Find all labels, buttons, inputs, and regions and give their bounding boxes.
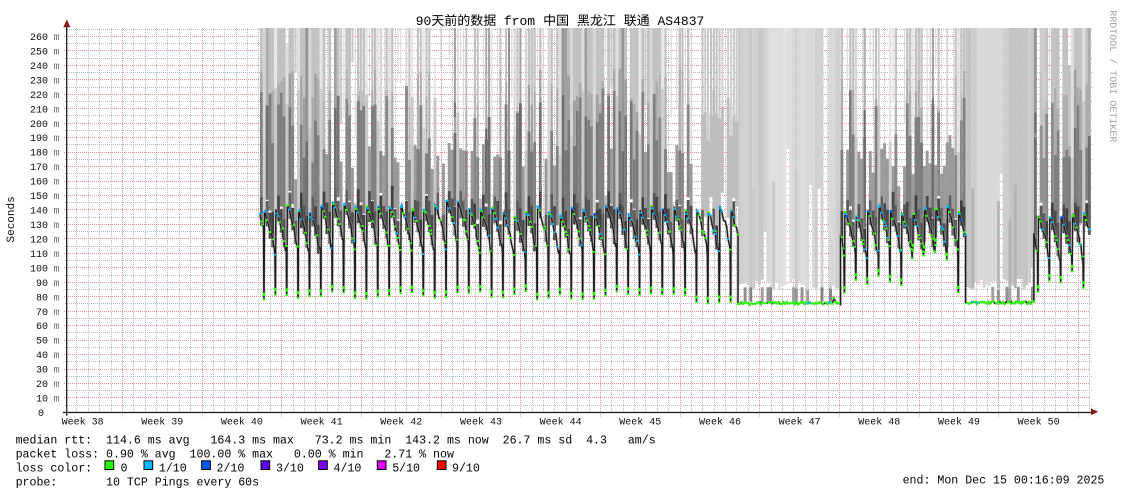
svg-text:m: m	[54, 33, 60, 44]
svg-text:60: 60	[36, 322, 48, 333]
svg-text:120: 120	[30, 236, 48, 247]
svg-text:m: m	[54, 178, 60, 189]
svg-text:9/10: 9/10	[452, 462, 480, 475]
svg-text:m: m	[54, 322, 60, 333]
svg-text:140: 140	[30, 207, 48, 218]
svg-text:130: 130	[30, 221, 48, 232]
svg-text:loss color:: loss color:	[16, 462, 93, 475]
svg-text:m: m	[54, 221, 60, 232]
svg-text:110: 110	[30, 250, 48, 261]
svg-text:0: 0	[121, 462, 128, 475]
svg-text:Week 44: Week 44	[540, 417, 582, 429]
svg-text:m: m	[54, 380, 60, 391]
svg-text:Week 43: Week 43	[460, 417, 502, 429]
svg-text:1/10: 1/10	[159, 462, 187, 475]
svg-text:m: m	[54, 134, 60, 145]
svg-text:end: Mon Dec 15 00:16:09 2025: end: Mon Dec 15 00:16:09 2025	[903, 474, 1105, 487]
svg-text:100: 100	[30, 264, 48, 275]
svg-text:260: 260	[30, 33, 48, 44]
svg-text:180: 180	[30, 149, 48, 160]
svg-text:m: m	[54, 192, 60, 203]
svg-text:240: 240	[30, 62, 48, 73]
svg-text:4/10: 4/10	[334, 462, 362, 475]
svg-text:AS4837: AS4837	[658, 14, 705, 29]
svg-text:m: m	[54, 163, 60, 174]
svg-text:Week 48: Week 48	[858, 417, 900, 429]
svg-text:m: m	[54, 120, 60, 131]
svg-text:m: m	[54, 62, 60, 73]
svg-text:Week 50: Week 50	[1018, 417, 1060, 429]
svg-text:m: m	[54, 76, 60, 87]
svg-text:40: 40	[36, 351, 48, 362]
svg-text:Week 40: Week 40	[221, 417, 263, 429]
svg-text:5/10: 5/10	[392, 462, 420, 475]
svg-text:190: 190	[30, 134, 48, 145]
svg-text:250: 250	[30, 48, 48, 59]
svg-text:m: m	[54, 207, 60, 218]
svg-text:m: m	[54, 105, 60, 116]
svg-text:230: 230	[30, 76, 48, 87]
svg-text:m: m	[54, 293, 60, 304]
svg-text:80: 80	[36, 293, 48, 304]
svg-text:Week 39: Week 39	[141, 417, 183, 429]
svg-text:m: m	[54, 149, 60, 160]
svg-text:160: 160	[30, 178, 48, 189]
svg-text:20: 20	[36, 380, 48, 391]
svg-text:3/10: 3/10	[276, 462, 304, 475]
svg-text:median rtt: 114.6 ms avg 16: median rtt: 114.6 ms avg 164.3 ms max 73…	[16, 434, 656, 447]
svg-text:170: 170	[30, 163, 48, 174]
svg-text:Seconds: Seconds	[6, 196, 18, 242]
svg-text:RRDTOOL / TOBI OETIKER: RRDTOOL / TOBI OETIKER	[1106, 10, 1118, 142]
svg-text:m: m	[54, 351, 60, 362]
svg-text:Week 38: Week 38	[62, 417, 104, 429]
svg-text:90: 90	[416, 14, 432, 29]
svg-text:probe: 10 TCP Pings ever: probe: 10 TCP Pings every 60s	[16, 476, 260, 489]
svg-text:Week 41: Week 41	[301, 417, 343, 429]
svg-text:150: 150	[30, 192, 48, 203]
svg-text:70: 70	[36, 308, 48, 319]
svg-text:0: 0	[38, 409, 44, 420]
svg-text:m: m	[54, 236, 60, 247]
svg-text:m: m	[54, 48, 60, 59]
svg-text:200: 200	[30, 120, 48, 131]
svg-text:30: 30	[36, 366, 48, 377]
svg-text:m: m	[54, 264, 60, 275]
svg-text:220: 220	[30, 91, 48, 102]
svg-text:50: 50	[36, 337, 48, 348]
svg-text:m: m	[54, 279, 60, 290]
svg-text:Week 49: Week 49	[938, 417, 980, 429]
svg-text:m: m	[54, 91, 60, 102]
svg-text:m: m	[54, 337, 60, 348]
svg-text:m: m	[54, 308, 60, 319]
svg-text:Week 42: Week 42	[380, 417, 422, 429]
svg-text:Week 45: Week 45	[619, 417, 661, 429]
svg-text:m: m	[54, 366, 60, 377]
svg-text:from: from	[504, 14, 535, 29]
svg-text:10: 10	[36, 395, 48, 406]
svg-text:2/10: 2/10	[217, 462, 245, 475]
svg-text:Week 47: Week 47	[779, 417, 821, 429]
svg-text:packet loss: 0.90 % avg 100.0: packet loss: 0.90 % avg 100.00 % max 0.0…	[16, 448, 454, 461]
svg-text:90: 90	[36, 279, 48, 290]
svg-text:Week 46: Week 46	[699, 417, 741, 429]
svg-text:m: m	[54, 250, 60, 261]
svg-text:210: 210	[30, 105, 48, 116]
svg-text:m: m	[54, 395, 60, 406]
